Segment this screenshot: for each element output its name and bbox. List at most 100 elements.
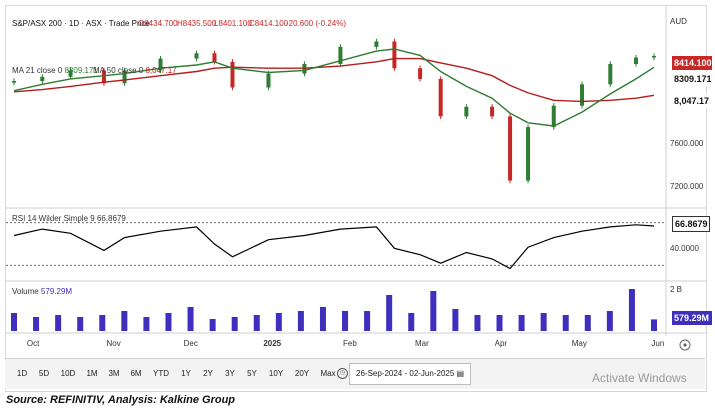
timeframe-button-1m[interactable]: 1M [86,369,98,378]
x-axis-label: Apr [495,339,508,348]
calendar-icon-left[interactable]: ◷ [337,368,348,379]
volume-bar [55,315,62,331]
candle-body [608,63,613,85]
candle-body [266,73,271,88]
calendar-icon: ▤ [456,369,465,378]
volume-tag: 579.29M [672,311,712,325]
volume-bar [11,313,17,331]
volume-bar [297,311,304,331]
x-axis-label: Dec [184,339,198,348]
ohlc-open: O8434.700 [138,19,178,28]
price-panel [12,38,656,184]
timeframe-button-20y[interactable]: 20Y [294,369,310,378]
candle-body [418,68,423,79]
candle-body [508,116,513,181]
timeframe-button-3y[interactable]: 3Y [225,369,235,378]
volume-bar [364,311,371,331]
volume-bar [651,319,657,331]
source-caption: Source: REFINITIV, Analysis: Kalkine Gro… [6,394,236,406]
rsi-line [13,224,655,270]
candle-body [101,70,106,84]
x-axis: Oct Nov Dec 2025 Feb Mar Apr May Jun [27,339,664,348]
x-axis-label: Nov [107,339,121,348]
volume-legend: Volume 579.29M [12,287,72,296]
candle-body [68,70,73,77]
volume-bar [562,315,569,331]
price-axis: 7600.000 7200.000 [670,139,704,191]
ohlc-high: H8435.500 [177,19,217,28]
x-axis-label: Jun [651,339,664,348]
volume-bar [33,317,40,331]
x-axis-label: Oct [27,339,40,348]
ohlc-close: C8414.100 [249,19,289,28]
rsi-panel [6,222,666,270]
volume-bar [628,289,635,331]
ma21-tag: 8309.171 [672,72,712,86]
candle-body [652,56,656,58]
timeframe-button-6m[interactable]: 6M [130,369,142,378]
volume-bar [77,317,84,331]
ma50-tag: 8,047.17 [672,94,712,108]
ohlc-change: -20.600 (-0.24%) [286,19,346,28]
candle-body [490,106,495,117]
rsi-tag: 66.8679 [672,216,710,232]
candle-body [212,53,217,62]
volume-bar [606,311,613,331]
volume-panel [11,289,657,331]
candle-body [122,70,127,84]
windows-activation-watermark: Activate Windows [592,371,687,385]
candle-body [580,84,585,106]
volume-bar [165,313,172,331]
timeframe-button-5d[interactable]: 5D [38,369,50,378]
volume-bar [253,315,260,331]
x-axis-label: Feb [343,339,357,348]
timeframe-button-10d[interactable]: 10D [60,369,76,378]
timeframe-button-2y[interactable]: 2Y [203,369,213,378]
date-range-picker[interactable]: 26-Sep-2024 - 02-Jun-2025 ▤ [349,363,472,385]
candle-body [40,76,45,82]
volume-bar [540,313,547,331]
ma21-line [13,48,655,127]
volume-bar [430,291,437,331]
candle-body [230,61,235,88]
timeframe-button-3m[interactable]: 3M [108,369,120,378]
volume-bar [386,295,393,331]
volume-bar [518,315,525,331]
volume-bar [99,315,106,331]
timeframe-button-max[interactable]: Max [320,369,336,378]
volume-bar [496,315,503,331]
candle-body [338,46,343,64]
rsi-axis-tick: 40.0000 [670,244,699,253]
candle-body [194,53,199,59]
candle-body [438,78,443,117]
timeframe-button-10y[interactable]: 10Y [268,369,284,378]
ma50-legend: MA 50 close 0 8,047.17 [93,66,177,75]
volume-bar [408,313,415,331]
x-axis-label: May [572,339,587,348]
price-tick-label: 7600.000 [670,139,704,148]
volume-bar [474,315,481,331]
candle-body [526,127,531,181]
date-range-text: 26-Sep-2024 - 02-Jun-2025 [356,369,455,378]
rsi-legend: RSI 14 Wilder Simple 9 66.8679 [12,214,126,223]
volume-bar [452,309,459,331]
currency-label: AUD [670,17,687,26]
volume-bar [584,315,591,331]
ohlc-readout: O8434.700 H8435.500 L8401.100 C8414.100 … [138,19,346,28]
timeframe-button-1d[interactable]: 1D [16,369,28,378]
timeframe-toolbar: 1D 5D 10D 1M 3M 6M YTD 1Y 2Y 3Y 5Y 10Y 20Y Max ◷ 26-S… [5,358,705,389]
settings-gear-icon[interactable] [679,339,691,351]
candle-body [12,81,16,83]
x-axis-label: Mar [415,339,429,348]
candle-body [158,58,163,71]
timeframe-button-1y[interactable]: 1Y [181,369,191,378]
volume-axis-tick: 2 B [670,285,682,294]
instrument-title: S&P/ASX 200 · 1D · ASX · Trade Price [12,19,150,28]
volume-bar [319,307,326,331]
timeframe-button-ytd[interactable]: YTD [153,369,169,378]
chart-svg[interactable]: Oct Nov Dec 2025 Feb Mar Apr May Jun 7600.000 720… [6,6,706,361]
volume-bar [187,307,194,331]
candle-body [392,41,397,69]
timeframe-button-5y[interactable]: 5Y [247,369,257,378]
candle-body [551,105,556,128]
